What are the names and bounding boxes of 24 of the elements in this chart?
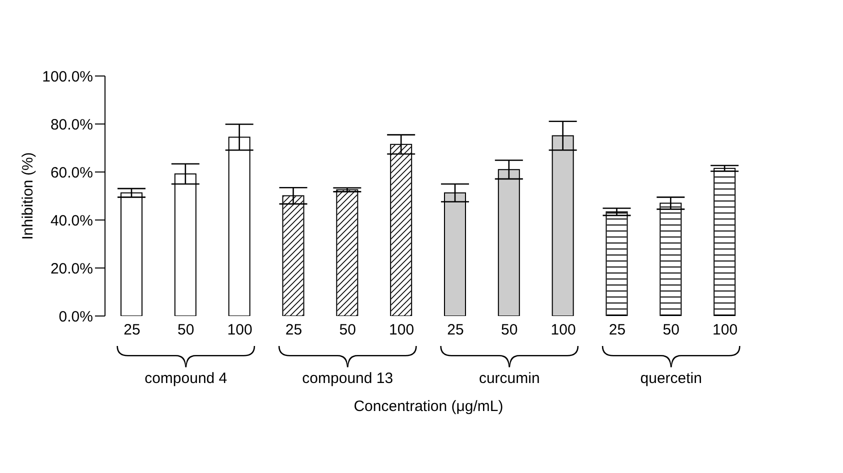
y-tick-label: 40.0% xyxy=(50,212,93,230)
y-tick-label: 0.0% xyxy=(58,308,93,326)
text: curcumin xyxy=(478,370,540,387)
x-tick-label: 25 xyxy=(608,322,626,339)
x-tick-label: 50 xyxy=(178,322,194,339)
x-tick-label: 100 xyxy=(389,322,414,339)
text: compound 4 xyxy=(144,370,228,387)
x-tick-label: 100 xyxy=(712,322,738,339)
x-tick-label: 25 xyxy=(447,322,464,339)
x-tick-label: 25 xyxy=(285,322,302,339)
y-tick-label: 20.0% xyxy=(50,260,93,278)
x-tick-label: 25 xyxy=(124,322,140,339)
x-tick-label: 50 xyxy=(339,322,356,339)
y-tick-label: 80.0% xyxy=(50,116,93,134)
x-tick-label: 50 xyxy=(662,322,680,339)
x-tick-label: 100 xyxy=(227,322,252,339)
text: quercetin xyxy=(640,370,702,387)
x-tick-label: 50 xyxy=(501,322,518,339)
x-tick-label: 100 xyxy=(550,322,576,339)
y-tick-label: 100.0% xyxy=(42,68,93,86)
x-axis-title: Concentration (μg/mL) xyxy=(354,398,504,415)
y-axis-title: Inhibition (%) xyxy=(19,152,36,240)
y-tick-label: 60.0% xyxy=(50,164,93,182)
text: compound 13 xyxy=(302,370,394,387)
